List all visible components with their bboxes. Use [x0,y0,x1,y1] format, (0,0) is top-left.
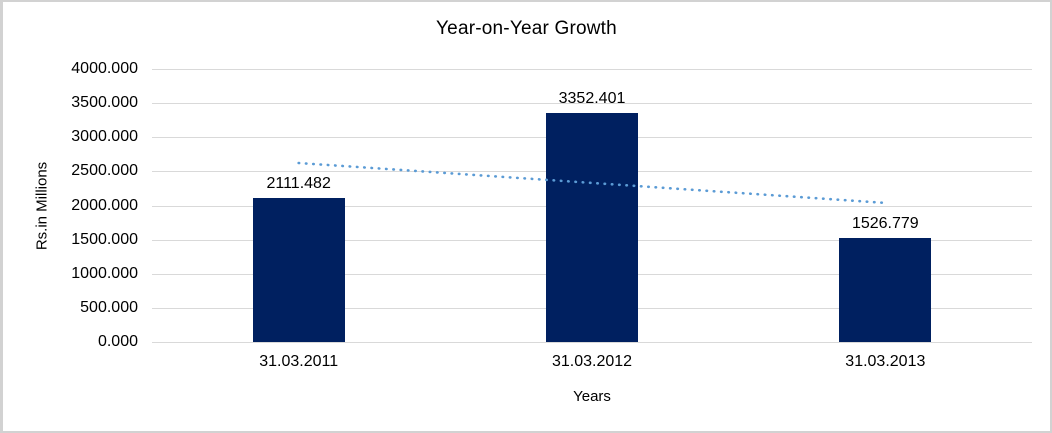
y-tick-label: 1500.000 [71,230,138,248]
x-axis-tick-labels: 31.03.2011 31.03.2012 31.03.2013 [152,353,1032,373]
plot-area: 2111.482 3352.401 1526.779 [152,69,1032,343]
x-tick-label: 31.03.2012 [551,353,633,370]
gridline [152,342,1032,343]
data-label: 3352.401 [558,90,626,108]
x-axis-title: Years [573,388,611,405]
y-tick-label: 2500.000 [71,162,138,180]
x-tick-label: 31.03.2011 [259,353,339,370]
bar-31.03.2012 [546,113,638,342]
y-axis-tick-labels: 0.000 500.000 1000.000 1500.000 2000.000 2500… [3,60,138,350]
y-tick-label: 4000.000 [71,60,138,77]
y-tick-label: 3500.000 [71,94,138,112]
y-tick-label: 0.000 [97,333,138,350]
gridline [152,103,1032,105]
trendline [297,161,887,205]
gridline [152,69,1032,70]
y-tick-label: 3000.000 [71,128,138,146]
data-label: 1526.779 [851,214,919,232]
x-tick-label: 31.03.2013 [845,353,926,370]
bar-31.03.2011 [252,197,345,342]
y-tick-label: 500.000 [80,298,138,316]
bar-31.03.2013 [839,237,932,342]
y-tick-label: 1000.000 [71,264,138,282]
chart-title: Year-on-Year Growth [436,18,617,39]
y-tick-label: 2000.000 [71,196,138,214]
data-label: 2111.482 [266,174,331,192]
